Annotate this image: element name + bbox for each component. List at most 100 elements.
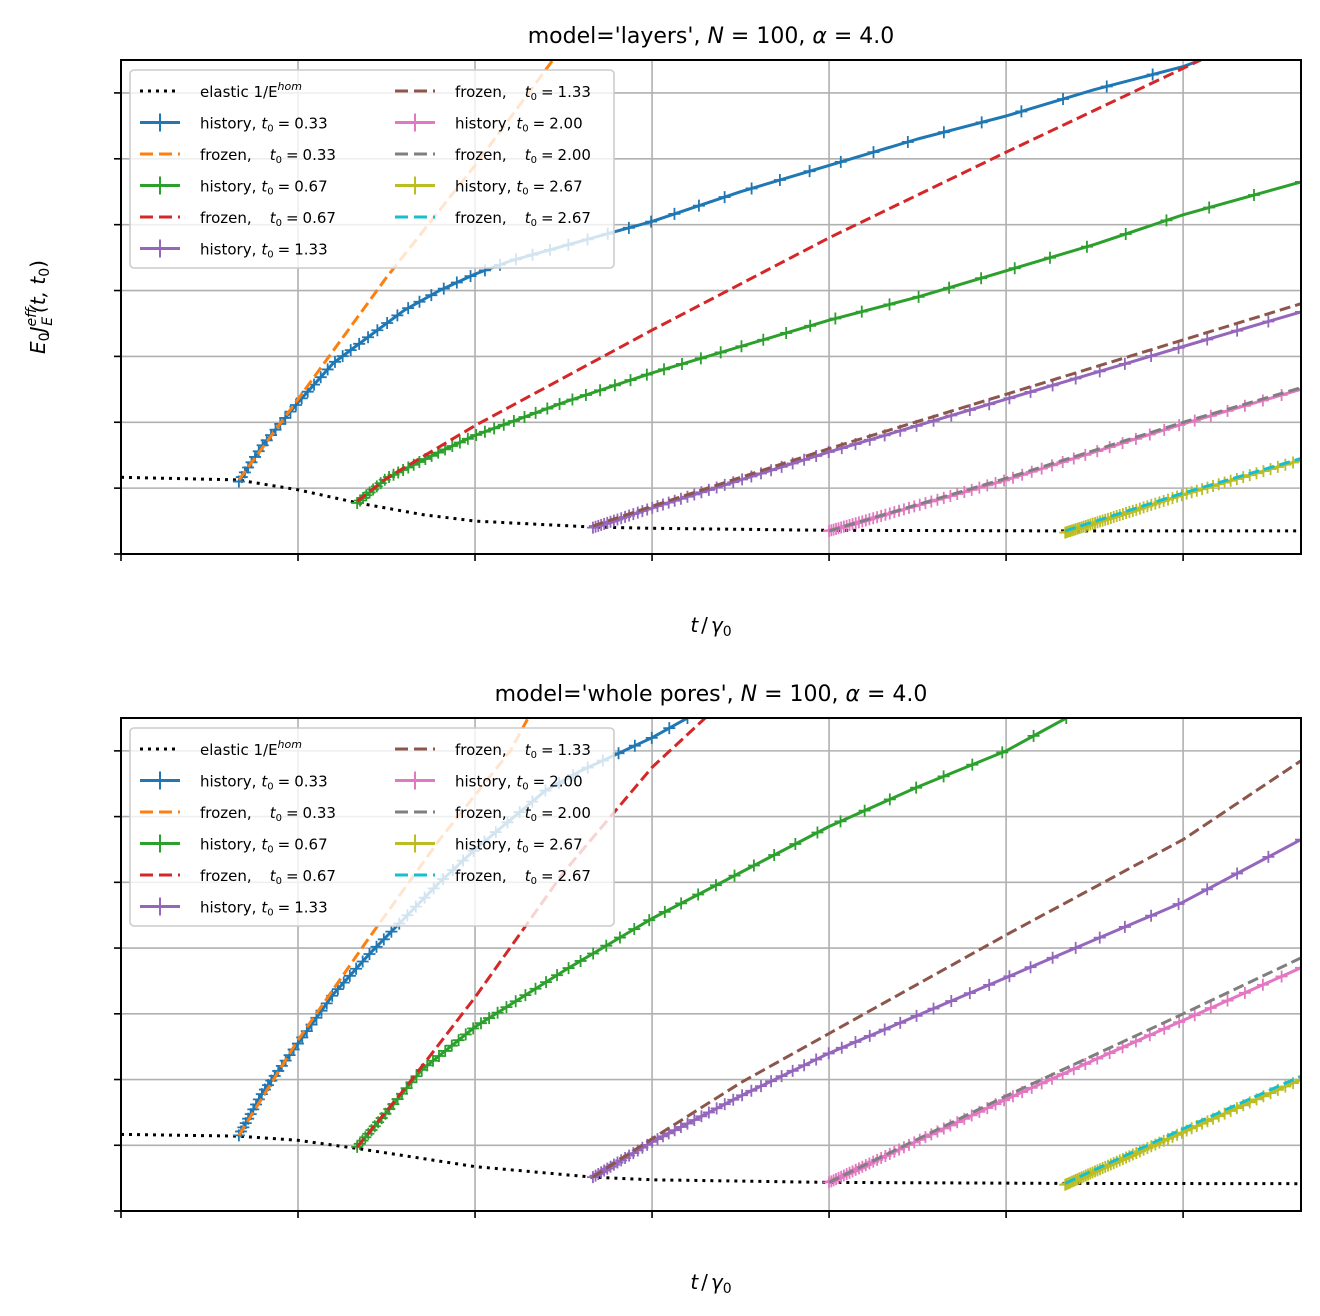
data-point-marker	[1295, 305, 1301, 318]
data-point-marker	[344, 344, 357, 357]
legend-label: frozen, t0 = 0.33	[200, 146, 336, 166]
data-point-marker	[574, 954, 587, 967]
data-point-marker	[798, 453, 811, 466]
data-point-marker	[1069, 372, 1082, 385]
data-point-marker	[350, 962, 363, 975]
data-point-marker	[1093, 931, 1106, 944]
data-point-marker	[1180, 487, 1193, 500]
data-point-marker	[467, 1022, 480, 1035]
data-point-marker	[519, 989, 532, 1002]
data-point-marker	[1025, 465, 1038, 478]
data-point-marker	[622, 221, 635, 234]
data-point-marker	[628, 739, 641, 752]
data-point-marker	[1008, 262, 1021, 275]
data-point-marker	[640, 368, 653, 381]
data-point-marker	[336, 350, 349, 363]
legend-label: frozen, t0 = 1.33	[455, 741, 591, 761]
data-point-marker	[910, 1009, 923, 1022]
data-point-marker	[786, 1064, 799, 1077]
data-point-marker	[600, 939, 613, 952]
data-point-marker	[500, 1001, 513, 1014]
markers-1_33	[586, 833, 1301, 1184]
data-point-marker	[589, 520, 602, 533]
data-point-marker	[883, 793, 896, 806]
data-point-marker	[1295, 961, 1301, 974]
data-point-marker	[1104, 1158, 1117, 1171]
data-point-marker	[518, 411, 531, 424]
data-point-marker	[1143, 428, 1156, 441]
data-point-marker	[765, 1075, 778, 1088]
data-point-marker	[446, 440, 459, 453]
data-point-marker	[943, 281, 956, 294]
data-point-marker	[675, 357, 688, 370]
data-point-marker	[445, 1039, 458, 1052]
data-point-marker	[927, 1002, 940, 1015]
legend-label: history, t0 = 0.67	[200, 836, 328, 856]
data-point-marker	[835, 1041, 848, 1054]
series-line-frozen-2_67	[1064, 1074, 1301, 1185]
data-point-marker	[718, 191, 731, 204]
data-point-marker	[798, 1059, 811, 1072]
data-point-marker	[773, 174, 786, 187]
data-point-marker	[651, 500, 664, 513]
legend-label: history, t0 = 0.67	[200, 178, 328, 198]
legend-item: history, t0 = 2.67	[395, 834, 583, 856]
legend-box	[129, 69, 615, 269]
data-point-marker	[450, 276, 463, 289]
legend-label: history, t0 = 2.00	[455, 115, 583, 135]
data-point-marker	[478, 425, 491, 438]
data-point-marker	[745, 1084, 758, 1097]
data-point-marker	[674, 1120, 687, 1133]
data-point-marker	[1231, 867, 1244, 880]
data-point-marker	[351, 496, 364, 509]
data-point-marker	[1107, 511, 1120, 524]
data-point-marker	[878, 1023, 891, 1036]
legend: elastic 1/Ehom history, t0 = 0.33 frozen, t0 = 0…	[129, 727, 615, 927]
data-point-marker	[983, 978, 996, 991]
data-point-marker	[894, 1016, 907, 1029]
data-point-marker	[459, 1028, 472, 1041]
data-point-marker	[362, 331, 375, 344]
y-axis-label: E0JeffE(t, t0)	[24, 260, 56, 354]
data-point-marker	[1158, 1022, 1171, 1035]
data-point-marker	[692, 199, 705, 212]
legend-label: frozen, t0 = 1.33	[455, 83, 591, 103]
series-line-frozen-2_00	[828, 956, 1301, 1184]
data-point-marker	[803, 165, 816, 178]
markers-0_67	[351, 718, 1073, 1153]
data-point-marker	[1056, 456, 1069, 469]
data-point-marker	[728, 869, 741, 882]
data-point-marker	[668, 207, 681, 220]
data-point-marker	[681, 490, 694, 503]
data-point-marker	[608, 379, 621, 392]
data-point-marker	[1035, 1077, 1048, 1090]
data-point-marker	[937, 126, 950, 139]
data-point-marker	[1027, 729, 1040, 742]
legend-label: history, t0 = 2.67	[455, 178, 583, 198]
data-point-marker	[1118, 357, 1131, 370]
legend-label: history, t0 = 2.67	[455, 836, 583, 856]
legend-item: history, t0 = 1.33	[140, 239, 328, 261]
data-point-marker	[624, 374, 637, 387]
data-point-marker	[250, 1098, 263, 1111]
data-point-marker	[1256, 978, 1269, 991]
data-point-marker	[849, 1035, 862, 1048]
data-point-marker	[1003, 970, 1016, 983]
data-point-marker	[855, 305, 868, 318]
data-point-marker	[901, 135, 914, 148]
data-point-marker	[702, 1106, 715, 1119]
data-point-marker	[811, 826, 824, 839]
data-point-marker	[645, 215, 658, 228]
data-point-marker	[461, 432, 474, 445]
chart-panel-1: model='layers', N = 100, α = 4.0 t / γ0 E0Je…	[24, 24, 1302, 640]
data-point-marker	[1262, 315, 1275, 328]
data-point-marker	[613, 931, 626, 944]
data-point-marker	[780, 326, 793, 339]
legend-item: frozen, t0 = 2.00	[395, 804, 591, 824]
data-point-marker	[829, 312, 842, 325]
data-point-marker	[529, 406, 542, 419]
data-point-marker	[432, 1049, 445, 1062]
data-point-marker	[789, 837, 802, 850]
legend-item: history, t0 = 0.67	[140, 176, 328, 198]
